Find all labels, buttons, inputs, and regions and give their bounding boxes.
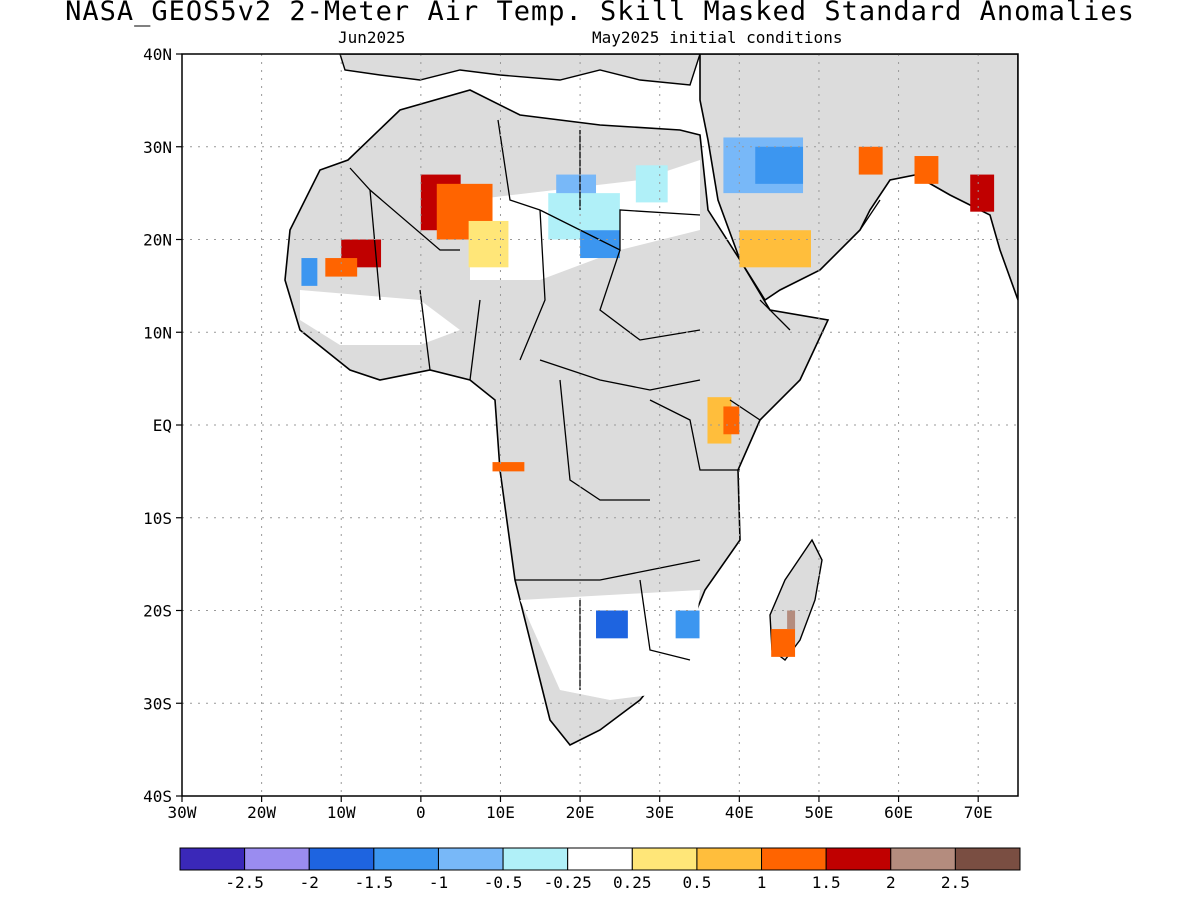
colorbar-label: -0.5 xyxy=(484,873,523,892)
anomaly-pakistan-warm xyxy=(914,156,939,184)
colorbar-swatch xyxy=(179,847,246,871)
y-tick-label: 20S xyxy=(143,602,172,621)
forecast-month: Jun2025 xyxy=(338,28,406,47)
colorbar-swatch xyxy=(373,847,439,871)
x-tick-label: 20E xyxy=(566,803,595,822)
colorbar-swatch xyxy=(502,847,569,871)
initial-conditions: May2025 initial conditions xyxy=(592,28,843,47)
anomaly-arabia-cool-core xyxy=(755,146,804,184)
plot-frame xyxy=(181,53,1019,797)
masked-area-west xyxy=(300,290,460,345)
y-tick-label: 40S xyxy=(143,787,172,806)
y-tick-label: EQ xyxy=(153,416,172,435)
x-tick-label: 30E xyxy=(645,803,674,822)
anomaly-india-hot xyxy=(970,174,995,212)
colorbar-swatch xyxy=(567,847,633,871)
anomaly-kenya-warm xyxy=(707,397,732,444)
colorbar-swatch xyxy=(308,847,375,871)
anomaly-kenya-hot xyxy=(723,406,740,435)
anomaly-iran-warm xyxy=(858,146,883,175)
colorbar-label: -2.5 xyxy=(225,873,264,892)
colorbar-label: 1.5 xyxy=(812,873,841,892)
anomaly-madagascar-warm xyxy=(771,629,796,657)
anomaly-egypt-cool xyxy=(635,165,668,203)
y-tick-label: 40N xyxy=(143,45,172,64)
anomaly-mali-warm-ring xyxy=(325,258,358,277)
masked-area-south xyxy=(520,590,700,700)
x-tick-label: 70E xyxy=(964,803,993,822)
y-tick-label: 10N xyxy=(143,323,172,342)
y-tick-label: 20N xyxy=(143,231,172,250)
africa-landmass xyxy=(284,89,830,747)
anomaly-senegal-cool xyxy=(301,258,318,286)
colorbar-label: 0.25 xyxy=(613,873,652,892)
colorbar-label: 2.5 xyxy=(941,873,970,892)
x-tick-label: 50E xyxy=(804,803,833,822)
colorbar-swatch xyxy=(890,847,956,871)
anomaly-sahara-warm-core xyxy=(420,174,461,231)
x-tick-label: 20W xyxy=(247,803,276,822)
colorbar-swatch xyxy=(244,847,310,871)
anomaly-madagascar-hot xyxy=(787,610,796,630)
anomaly-mali-warm xyxy=(341,239,382,268)
colorbar-swatch xyxy=(631,847,698,871)
x-tick-label: 30W xyxy=(168,803,197,822)
country-borders xyxy=(349,119,881,690)
colorbar-swatch xyxy=(437,847,504,871)
anomaly-mozambique-cool xyxy=(675,610,700,639)
x-tick-label: 10W xyxy=(327,803,356,822)
x-tick-label: 40E xyxy=(725,803,754,822)
y-tick-label: 10S xyxy=(143,509,172,528)
colorbar-label: -1 xyxy=(429,873,448,892)
anomaly-arabia-cool xyxy=(723,137,804,194)
y-tick-label: 30N xyxy=(143,138,172,157)
y-tick-label: 30S xyxy=(143,694,172,713)
masked-area-central xyxy=(470,160,700,280)
x-tick-label: 0 xyxy=(416,803,426,822)
colorbar-label: -1.5 xyxy=(355,873,394,892)
anomaly-gabon-warm xyxy=(492,462,525,472)
colorbar-label: 2 xyxy=(886,873,896,892)
anomaly-libya-cool xyxy=(556,174,597,212)
anomaly-chad-cool xyxy=(548,193,620,240)
x-tick-label: 10E xyxy=(486,803,515,822)
colorbar-label: -0.25 xyxy=(544,873,592,892)
anomaly-arabia-warm xyxy=(739,230,811,268)
chart-title: NASA_GEOS5v2 2-Meter Air Temp. Skill Mas… xyxy=(65,0,1135,27)
arabia-asia-landmass xyxy=(699,54,1018,302)
colorbar-label: 1 xyxy=(757,873,767,892)
colorbar-swatch xyxy=(825,847,892,871)
anomaly-sahara-warm-edge xyxy=(468,220,509,268)
colorbar-swatch xyxy=(696,847,763,871)
europe-landmass xyxy=(339,54,701,86)
colorbar-swatch xyxy=(954,847,1021,871)
colorbar-label: -2 xyxy=(300,873,319,892)
x-tick-label: 60E xyxy=(884,803,913,822)
colorbar-label: 0.5 xyxy=(682,873,711,892)
anomaly-botswana-cool xyxy=(596,610,628,639)
anomaly-sahara-warm-ring xyxy=(436,183,493,240)
madagascar-landmass xyxy=(769,538,823,661)
anomaly-sudan-cool xyxy=(580,230,620,259)
colorbar-swatch xyxy=(761,847,827,871)
